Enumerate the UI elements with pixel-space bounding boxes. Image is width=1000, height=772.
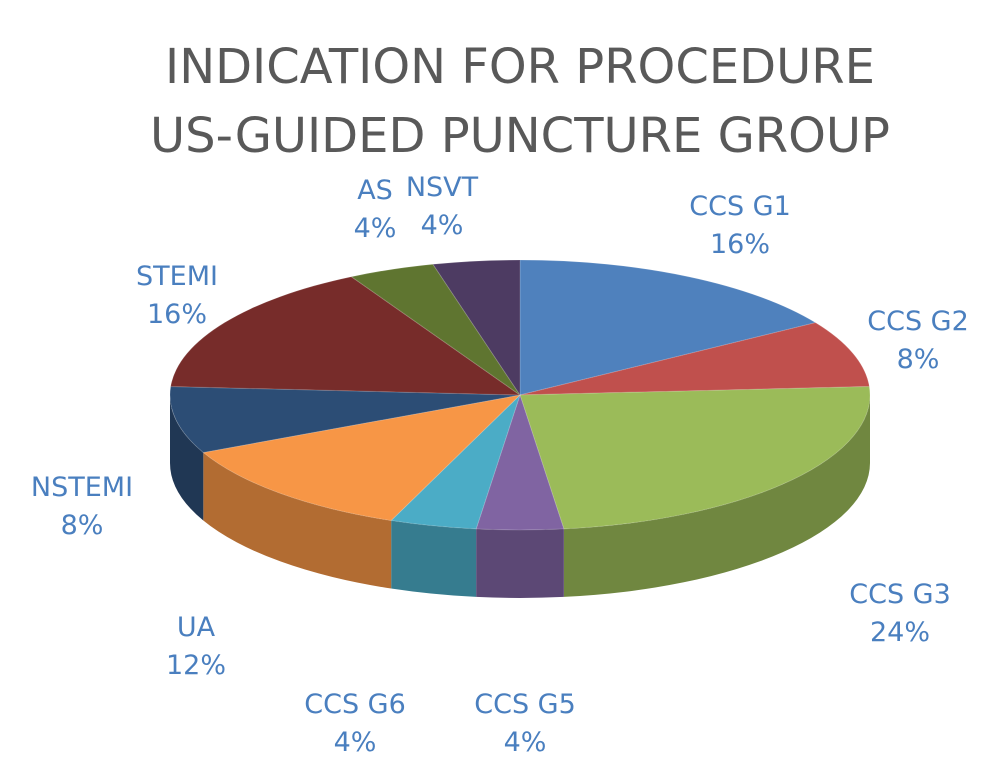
- chart-title-line-1: INDICATION FOR PROCEDURE: [165, 39, 875, 95]
- slice-value-label-as: 4%: [354, 213, 397, 244]
- slice-value-label-ccs-g1: 16%: [710, 229, 770, 260]
- slice-label-ccs-g2: CCS G2: [867, 306, 969, 337]
- slice-value-label-nstemi: 8%: [61, 510, 104, 541]
- slice-value-label-stemi: 16%: [147, 299, 207, 330]
- slice-ccs-g2: [519, 322, 870, 396]
- slice-labels: CCS G1 16% CCS G2 8% CCS G3 24% CCS G5 4% CCS G6…: [31, 172, 969, 758]
- slice-value-label-ccs-g2: 8%: [897, 344, 940, 375]
- slice-ccs-g1: [519, 259, 817, 396]
- slice-label-ccs-g6: CCS G6: [304, 689, 406, 720]
- slice-label-ua: UA: [177, 612, 216, 643]
- slice-nsvt: [432, 259, 521, 397]
- slice-label-nsvt: NSVT: [406, 172, 479, 203]
- slice-label-ccs-g3: CCS G3: [849, 579, 951, 610]
- slice-side-nstemi: [170, 395, 204, 521]
- slice-label-stemi: STEMI: [136, 261, 218, 292]
- slice-side-ccs-g5: [476, 528, 564, 599]
- slice-value-label-ccs-g3: 24%: [870, 617, 930, 648]
- slice-value-label-ua: 12%: [166, 650, 226, 681]
- slice-as: [350, 263, 521, 396]
- chart-title-line-2: US-GUIDED PUNCTURE GROUP: [150, 108, 890, 164]
- slice-value-label-ccs-g5: 4%: [504, 727, 547, 758]
- slice-label-ccs-g5: CCS G5: [474, 689, 576, 720]
- slice-stemi: [170, 276, 522, 396]
- slice-nstemi: [169, 386, 521, 454]
- slice-value-label-nsvt: 4%: [421, 210, 464, 241]
- slice-ccs-g3: [519, 386, 871, 530]
- slice-label-ccs-g1: CCS G1: [689, 191, 791, 222]
- pie-depth-sides: [170, 395, 870, 599]
- pie-slices: [169, 259, 871, 531]
- slice-ua: [202, 394, 522, 522]
- slice-value-label-ccs-g6: 4%: [334, 727, 377, 758]
- slice-side-ua: [203, 452, 392, 589]
- slice-side-ccs-g6: [391, 520, 477, 597]
- slice-side-ccs-g3: [563, 395, 870, 597]
- slice-ccs-g6: [390, 394, 521, 530]
- slice-ccs-g5: [475, 393, 565, 531]
- slice-label-nstemi: NSTEMI: [31, 472, 133, 503]
- slice-label-as: AS: [357, 175, 393, 206]
